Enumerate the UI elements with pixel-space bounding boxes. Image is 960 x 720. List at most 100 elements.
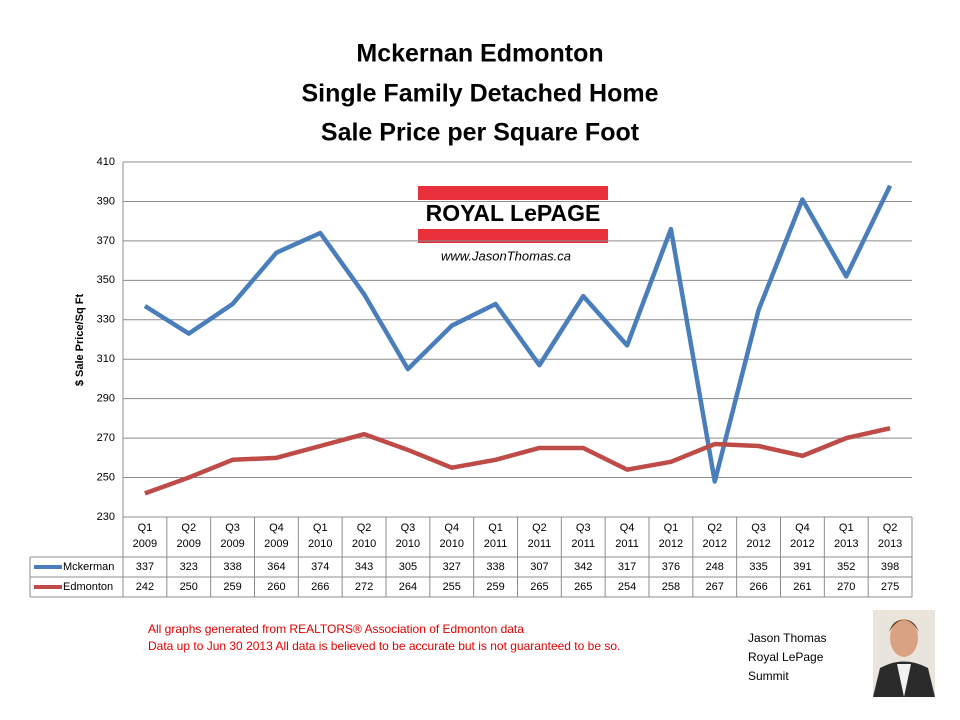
data-label: 259 (223, 581, 241, 593)
x-tick-label: Q2 (532, 522, 547, 534)
y-tick-label: 350 (97, 274, 115, 286)
data-label: 272 (355, 581, 373, 593)
data-label: 267 (706, 581, 724, 593)
data-label: 307 (530, 561, 548, 573)
data-label: 265 (574, 581, 592, 593)
data-label: 259 (486, 581, 504, 593)
data-label: 317 (618, 561, 636, 573)
data-label: 250 (180, 581, 198, 593)
x-tick-label: 2012 (703, 538, 727, 550)
data-label: 338 (223, 561, 241, 573)
x-tick-label: Q1 (839, 522, 854, 534)
y-tick-label: 390 (97, 195, 115, 207)
photo-shirt (897, 664, 911, 697)
signature: Jason Thomas (748, 631, 827, 645)
x-tick-label: Q3 (225, 522, 240, 534)
legend-label: Edmonton (63, 581, 113, 593)
data-label: 258 (662, 581, 680, 593)
x-tick-label: 2011 (484, 538, 508, 550)
chart-title: Single Family Detached Home (301, 80, 658, 108)
y-tick-label: 270 (97, 432, 115, 444)
data-label: 398 (881, 561, 899, 573)
x-tick-label: Q2 (181, 522, 196, 534)
x-tick-label: 2010 (308, 538, 332, 550)
series-line (143, 184, 893, 484)
legend-label: Mckerman (63, 561, 114, 573)
photo-hair (889, 619, 919, 632)
x-tick-label: Q4 (269, 522, 284, 534)
x-tick-label: 2009 (264, 538, 288, 550)
y-tick-label: 290 (97, 393, 115, 405)
x-tick-label: 2011 (528, 538, 552, 550)
x-tick-label: 2009 (133, 538, 157, 550)
data-label: 255 (443, 581, 461, 593)
y-axis-label: $ Sale Price/Sq Ft (74, 294, 86, 387)
data-label: 265 (530, 581, 548, 593)
x-tick-label: Q1 (138, 522, 153, 534)
x-tick-label: Q2 (357, 522, 372, 534)
x-tick-label: Q2 (883, 522, 898, 534)
x-tick-label: Q3 (576, 522, 591, 534)
x-tick-label: 2012 (746, 538, 770, 550)
footnote: Data up to Jun 30 2013 All data is belie… (148, 639, 620, 653)
data-label: 305 (399, 561, 417, 573)
x-tick-label: 2013 (834, 538, 858, 550)
data-label: 264 (399, 581, 417, 593)
data-label: 376 (662, 561, 680, 573)
x-tick-label: 2011 (615, 538, 639, 550)
logo-brand: ROYAL LePAGE (426, 200, 601, 226)
data-label: 242 (136, 581, 154, 593)
y-tick-label: 330 (97, 314, 115, 326)
x-tick-label: Q1 (664, 522, 679, 534)
x-tick-label: Q2 (707, 522, 722, 534)
x-tick-label: Q1 (488, 522, 503, 534)
logo: ROYAL LePAGE www.JasonThomas.ca (418, 186, 608, 263)
footnote: All graphs generated from REALTORS® Asso… (148, 622, 524, 636)
y-tick-label: 250 (97, 471, 115, 483)
data-label: 327 (443, 561, 461, 573)
y-tick-label: 310 (97, 353, 115, 365)
signature: Royal LePage (748, 650, 824, 664)
logo-bar (418, 186, 608, 200)
x-tick-label: Q4 (795, 522, 810, 534)
x-tick-label: Q4 (444, 522, 459, 534)
y-tick-label: 370 (97, 235, 115, 247)
x-tick-label: 2010 (440, 538, 464, 550)
data-label: 337 (136, 561, 154, 573)
x-tick-label: 2012 (790, 538, 814, 550)
data-label: 335 (749, 561, 767, 573)
data-label: 374 (311, 561, 329, 573)
y-tick-label: 410 (97, 156, 115, 168)
x-tick-label: Q4 (620, 522, 635, 534)
x-tick-label: 2010 (396, 538, 420, 550)
x-tick-label: 2009 (220, 538, 244, 550)
x-tick-label: Q3 (401, 522, 416, 534)
logo-bar (418, 229, 608, 243)
series-line (144, 426, 891, 496)
data-label: 323 (180, 561, 198, 573)
data-label: 275 (881, 581, 899, 593)
chart-title: Mckernan Edmonton (356, 40, 603, 68)
data-label: 261 (793, 581, 811, 593)
data-label: 364 (267, 561, 285, 573)
x-tick-label: Q3 (751, 522, 766, 534)
photo-face (890, 619, 918, 657)
data-label: 270 (837, 581, 855, 593)
data-label: 391 (793, 561, 811, 573)
x-tick-label: 2013 (878, 538, 902, 550)
chart-title: Sale Price per Square Foot (321, 119, 640, 147)
y-tick-label: 230 (97, 511, 115, 523)
x-tick-label: Q1 (313, 522, 328, 534)
x-tick-label: 2012 (659, 538, 683, 550)
data-label: 338 (486, 561, 504, 573)
signature: Summit (748, 669, 789, 683)
x-tick-label: 2009 (177, 538, 201, 550)
data-label: 248 (706, 561, 724, 573)
data-label: 352 (837, 561, 855, 573)
data-label: 343 (355, 561, 373, 573)
data-label: 266 (749, 581, 767, 593)
data-label: 342 (574, 561, 592, 573)
logo-url: www.JasonThomas.ca (441, 248, 571, 263)
x-tick-label: 2011 (571, 538, 595, 550)
